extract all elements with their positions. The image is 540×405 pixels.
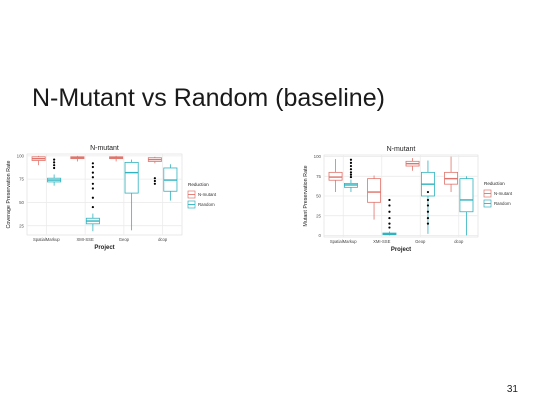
x-axis-label: Project	[94, 245, 114, 251]
box-random-geop	[124, 159, 139, 231]
box-n-mutant-spatialmarkup	[328, 158, 343, 193]
box-random-dcop	[459, 176, 474, 236]
outlier-point	[426, 210, 430, 213]
legend-label: N-mutant	[494, 191, 513, 196]
outlier-point	[349, 158, 353, 161]
x-tick-label: SpatialMarkup	[330, 239, 357, 244]
box-n-mutant-dcop	[444, 156, 458, 193]
outlier-point	[153, 179, 156, 183]
y-tick-label: 75	[19, 177, 24, 182]
outlier-point	[349, 175, 353, 179]
outlier-point	[349, 171, 353, 174]
y-tick-label: 25	[316, 213, 321, 218]
box-random-spatialmarkup	[344, 158, 358, 193]
chart-title: N-mutant	[387, 146, 416, 153]
outlier-point	[91, 162, 94, 165]
x-tick-label: Geop	[415, 239, 426, 244]
box-n-mutant-xmi-sse	[70, 155, 85, 162]
x-axis-label: Project	[391, 247, 411, 253]
x-tick-label: Geop	[119, 237, 130, 242]
outlier-point	[349, 168, 353, 171]
outlier-point	[388, 210, 391, 213]
outlier-point	[349, 164, 353, 168]
box-n-mutant-geop	[405, 158, 420, 171]
y-tick-label: 0	[319, 233, 322, 238]
y-tick-label: 100	[314, 154, 322, 159]
box-n-mutant-geop	[109, 155, 124, 162]
outlier-point	[349, 161, 353, 164]
outlier-point	[388, 222, 391, 225]
chart-title: N-mutant	[90, 145, 119, 152]
y-axis-label: Coverage Preservation Rate	[6, 160, 12, 228]
outlier-point	[91, 187, 94, 190]
outlier-point	[53, 158, 56, 161]
outlier-point	[53, 161, 56, 164]
box-body	[328, 171, 343, 181]
outlier-point	[153, 177, 156, 180]
outlier-point	[426, 198, 430, 202]
x-tick-label: XMI-SSE	[373, 239, 390, 244]
outlier-point	[91, 176, 94, 179]
box-random-xmi-sse	[382, 198, 397, 236]
box-random-geop	[421, 160, 435, 234]
y-tick-label: 50	[19, 200, 24, 205]
y-tick-label: 50	[316, 194, 321, 199]
outlier-point	[426, 222, 430, 225]
box-body	[459, 178, 474, 213]
outlier-point	[426, 216, 430, 220]
outlier-point	[53, 164, 56, 167]
y-tick-label: 100	[17, 153, 25, 158]
box-random-xmi-sse	[85, 162, 100, 232]
x-tick-label: XMI-SSE	[77, 237, 94, 242]
outlier-point	[91, 205, 94, 209]
outlier-point	[349, 173, 353, 176]
outlier-point	[388, 216, 391, 220]
legend-label: Random	[198, 202, 215, 207]
mutant-boxplot: 0 25 50 75 100 SpatialMarkup XMI-SSE Geop dcop N-…	[303, 146, 513, 253]
y-tick-label: 75	[316, 174, 321, 179]
outlier-point	[91, 171, 94, 174]
box-n-mutant-xmi-sse	[367, 175, 381, 220]
box-n-mutant-spatialmarkup	[31, 155, 46, 166]
legend-title: Reduction	[484, 181, 505, 186]
outlier-point	[91, 165, 94, 169]
box-random-dcop	[163, 164, 178, 201]
box-body	[367, 178, 381, 203]
legend-label: Random	[494, 201, 511, 206]
coverage-boxplot: 25 50 75 100 SpatialMarkup XMI-SSE Geop dcop N-m…	[6, 145, 217, 251]
outlier-point	[153, 182, 156, 185]
x-tick-label: dcop	[454, 239, 464, 244]
plot-panel	[26, 153, 183, 236]
outlier-point	[388, 226, 391, 229]
box-n-mutant-dcop	[147, 156, 162, 185]
box-body	[124, 161, 139, 194]
legend-label: N-mutant	[198, 192, 217, 197]
y-axis-label: Mutant Preservation Rate	[303, 165, 309, 226]
x-tick-label: SpatialMarkup	[33, 237, 60, 242]
outlier-point	[91, 182, 94, 185]
page-number: 31	[506, 384, 518, 395]
outlier-point	[388, 198, 391, 202]
legend-title: Reduction	[188, 182, 209, 187]
outlier-point	[53, 166, 56, 170]
box-random-spatialmarkup	[47, 158, 62, 186]
slide-title: N-Mutant vs Random (baseline)	[32, 84, 385, 112]
x-tick-label: dcop	[158, 237, 168, 242]
outlier-point	[426, 204, 430, 207]
outlier-point	[426, 190, 430, 194]
y-tick-label: 25	[19, 223, 24, 228]
outlier-point	[388, 204, 391, 207]
outlier-point	[91, 196, 94, 199]
